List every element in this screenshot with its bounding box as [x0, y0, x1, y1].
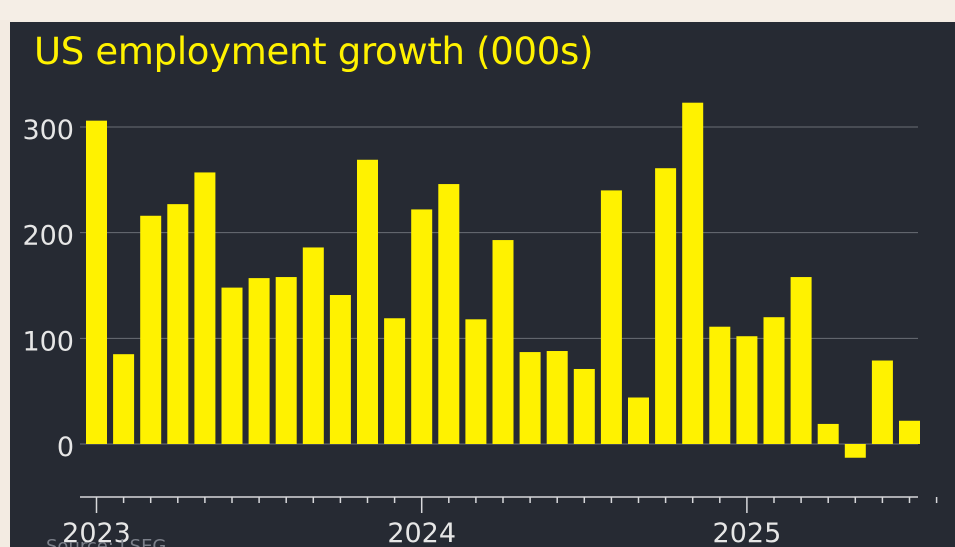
bar-2024-05 — [519, 352, 541, 444]
top-strip — [0, 0, 955, 20]
bar-2024-08 — [600, 190, 622, 444]
y-tick-label: 300 — [22, 115, 74, 146]
bars — [86, 102, 920, 458]
bar-2023-03 — [140, 215, 162, 444]
bar-2024-03 — [465, 319, 487, 444]
y-tick-label: 200 — [22, 221, 74, 252]
bar-2023-07 — [248, 278, 270, 444]
bar-2025-05 — [844, 444, 866, 458]
bar-2023-09 — [302, 247, 324, 444]
bar-2023-02 — [113, 354, 135, 444]
bar-2023-06 — [221, 287, 243, 444]
source-note: Source: LSEG — [46, 536, 166, 547]
bar-2023-12 — [384, 318, 406, 444]
bar-2025-04 — [817, 423, 839, 444]
bar-2023-11 — [357, 159, 378, 445]
bar-2025-07 — [899, 420, 920, 444]
bar-2025-02 — [763, 317, 785, 444]
bar-2024-01 — [411, 209, 433, 444]
bar-2025-06 — [871, 360, 893, 444]
bar-2024-09 — [628, 397, 649, 444]
bar-2024-04 — [492, 240, 514, 444]
x-tick-label: 2025 — [713, 518, 782, 547]
bar-2024-10 — [655, 168, 677, 444]
bar-2023-10 — [329, 295, 351, 444]
bar-2023-01 — [86, 120, 107, 444]
bar-2024-07 — [573, 368, 595, 444]
x-axis: 2023 2024 2025 — [62, 496, 938, 547]
bar-2023-04 — [167, 204, 189, 444]
bar-2024-11 — [682, 102, 704, 445]
y-axis-ticks: 0 100 200 300 — [22, 115, 74, 463]
bar-2024-02 — [438, 184, 460, 444]
bar-2024-12 — [709, 326, 731, 444]
x-tick-label: 2024 — [387, 518, 456, 547]
bar-2025-01 — [736, 336, 758, 444]
y-tick-label: 0 — [57, 432, 74, 463]
bar-2023-08 — [275, 277, 297, 444]
chart-title: US employment growth (000s) — [34, 30, 594, 73]
y-tick-label: 100 — [22, 326, 74, 357]
x-tick-label: 2023 — [62, 518, 131, 547]
bar-2025-03 — [790, 277, 812, 444]
bar-2023-05 — [194, 172, 216, 445]
bar-2024-06 — [546, 351, 568, 444]
